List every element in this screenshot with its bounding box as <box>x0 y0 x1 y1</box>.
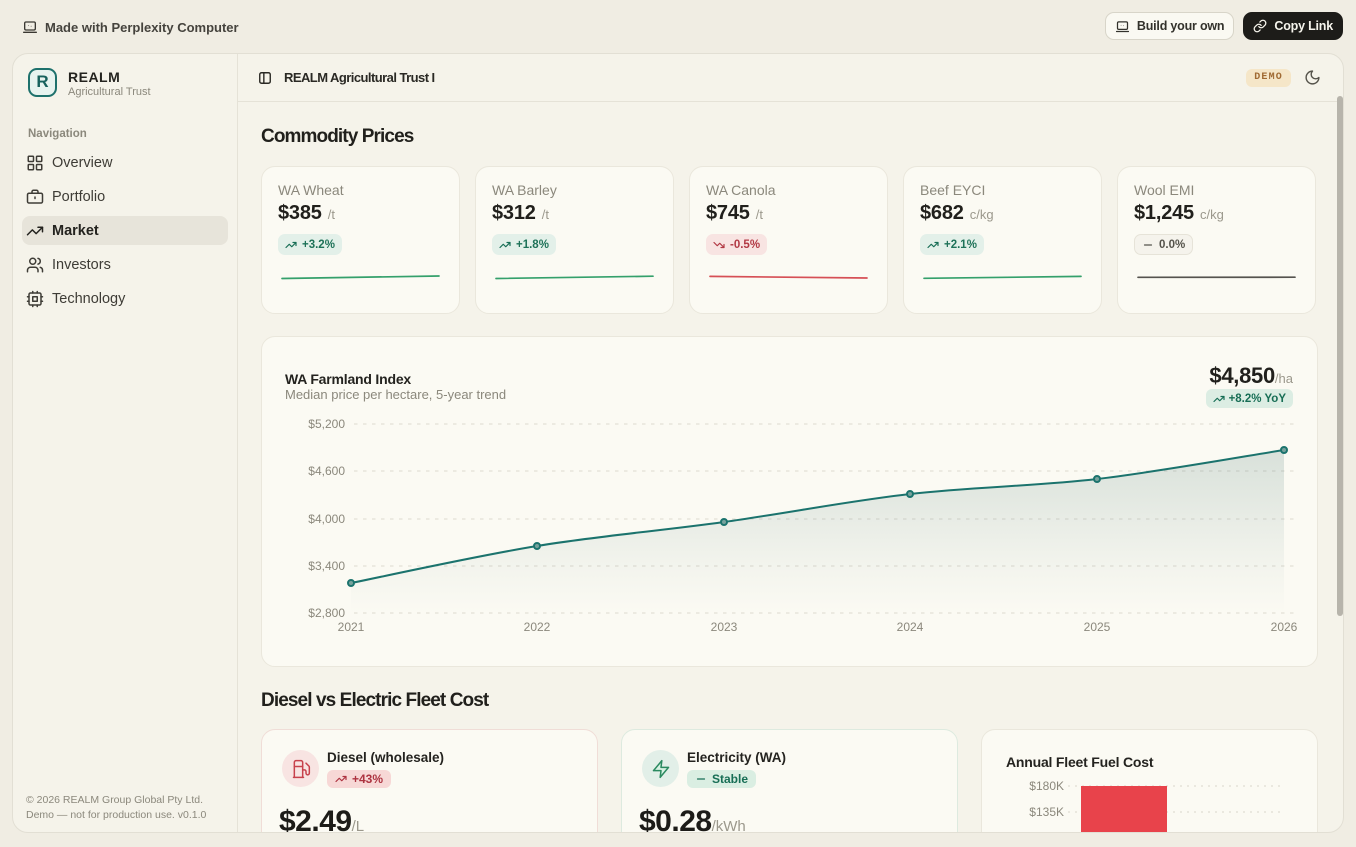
svg-text:$3,400: $3,400 <box>308 559 345 573</box>
svg-text:$5,200: $5,200 <box>308 417 345 431</box>
svg-text:$4,600: $4,600 <box>308 464 345 478</box>
svg-text:$180K: $180K <box>1029 779 1064 793</box>
svg-text:2022: 2022 <box>524 620 551 634</box>
svg-text:$2,800: $2,800 <box>308 606 345 620</box>
svg-text:$4,000: $4,000 <box>308 512 345 526</box>
svg-text:2021: 2021 <box>338 620 365 634</box>
svg-text:$135K: $135K <box>1029 805 1064 819</box>
svg-text:2023: 2023 <box>711 620 738 634</box>
svg-text:2026: 2026 <box>1271 620 1298 634</box>
svg-text:2025: 2025 <box>1084 620 1111 634</box>
svg-text:2024: 2024 <box>897 620 924 634</box>
